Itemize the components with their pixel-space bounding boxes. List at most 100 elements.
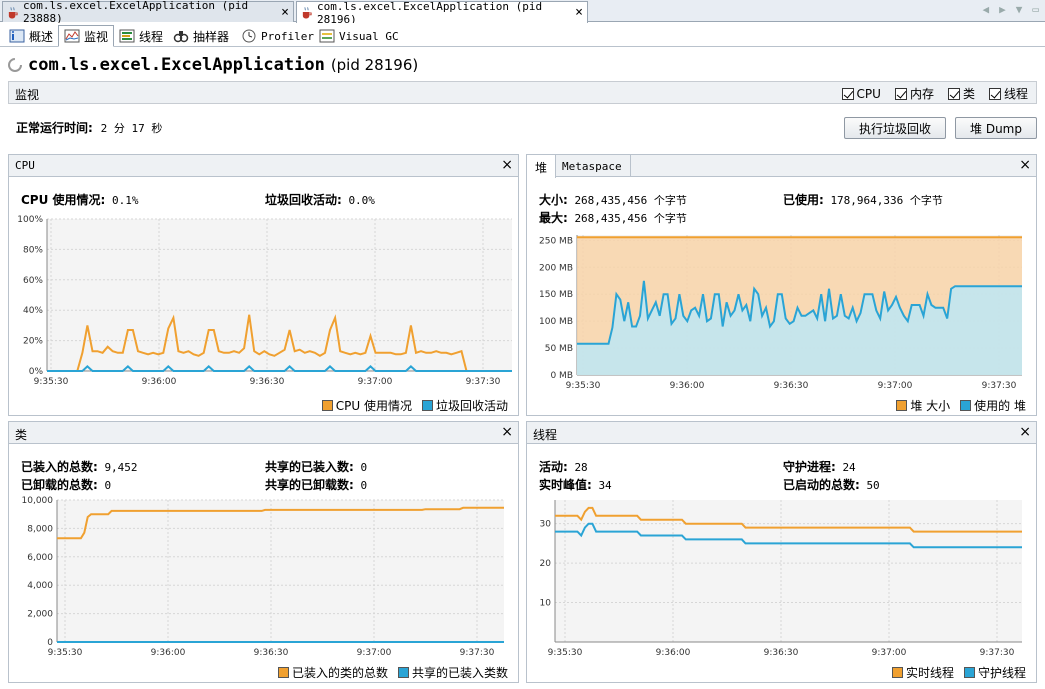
legend-item-daemon-threads: 守护线程 xyxy=(963,664,1026,681)
stat-label: 守护进程: xyxy=(783,460,836,474)
live-threads-stat: 活动: 28 xyxy=(539,458,588,475)
tab-label: 概述 xyxy=(29,29,54,44)
legend-item-shared-loaded: 共享的已装入类数 xyxy=(397,664,508,681)
y-tick-label: 100 MB xyxy=(539,317,573,327)
stat-value: 0 xyxy=(360,461,368,474)
y-tick-label: 0% xyxy=(29,367,44,377)
y-tick-label: 8,000 xyxy=(27,524,53,534)
x-tick-label: 9:36:00 xyxy=(151,648,186,658)
stat-value: 34 xyxy=(598,479,612,492)
chevron-left-icon[interactable]: ◀ xyxy=(982,3,990,16)
maximize-icon[interactable]: ▭ xyxy=(1032,3,1039,16)
legend-label: 实时线程 xyxy=(905,666,954,680)
tab-visual-gc[interactable]: Visual GC xyxy=(314,25,404,47)
y-tick-label: 100% xyxy=(17,215,43,225)
heap-size-stat: 大小: 268,435,456 个字节 xyxy=(539,191,687,208)
x-tick-label: 9:35:30 xyxy=(566,381,601,391)
checkbox-checked-icon[interactable] xyxy=(894,87,907,100)
document-tab-label: com.ls.excel.ExcelApplication (pid 28196… xyxy=(316,0,543,26)
checkbox-checked-icon[interactable] xyxy=(947,87,960,100)
y-tick-label: 2,000 xyxy=(27,610,53,620)
threads-legend: 实时线程 守护线程 xyxy=(891,664,1026,681)
close-icon[interactable]: × xyxy=(1019,157,1031,173)
series-line-cpu-0 xyxy=(47,314,512,372)
close-icon[interactable]: × xyxy=(575,5,583,20)
perform-gc-button[interactable]: 执行垃圾回收 xyxy=(844,117,946,139)
tab-sampler[interactable]: 抽样器 xyxy=(168,25,234,47)
y-tick-label: 150 MB xyxy=(539,290,573,300)
x-tick-label: 9:35:30 xyxy=(34,377,69,387)
monitor-checkboxes: CPU 内存 类 线程 xyxy=(841,85,1028,102)
uptime-label: 正常运行时间: xyxy=(16,121,93,135)
stat-label: 实时峰值: xyxy=(539,478,592,492)
stat-label: 已卸载的总数: xyxy=(21,478,98,492)
chevron-right-icon[interactable]: ▶ xyxy=(999,3,1006,16)
heap-dump-button[interactable]: 堆 Dump xyxy=(955,117,1037,139)
tab-threads[interactable]: 线程 xyxy=(114,25,168,47)
checkbox-label: 线程 xyxy=(1003,87,1028,101)
loaded-classes-stat: 已装入的总数: 9,452 xyxy=(21,458,138,475)
x-tick-label: 9:37:30 xyxy=(460,648,495,658)
memory-checkbox[interactable]: 内存 xyxy=(894,85,934,102)
x-tick-label: 9:37:00 xyxy=(872,648,907,658)
peak-threads-stat: 实时峰值: 34 xyxy=(539,476,612,493)
tab-monitor[interactable]: 监视 xyxy=(58,25,115,47)
y-tick-label: 60% xyxy=(23,276,43,286)
cpu-checkbox[interactable]: CPU xyxy=(841,85,881,102)
cpu-usage-stat: CPU 使用情况: 0.1% xyxy=(21,191,138,208)
x-tick-label: 9:36:30 xyxy=(250,377,285,387)
application-title: com.ls.excel.ExcelApplication (pid 28196… xyxy=(6,55,418,75)
threads-panel-title: 线程 xyxy=(533,428,558,442)
threads-chart: 10 20 30 9:35:30 9:36:00 9:36:30 9:37:00 9:37:3… xyxy=(540,500,1022,658)
stat-value: 0.0% xyxy=(348,194,375,207)
plot-area xyxy=(47,219,512,371)
stat-value: 50 xyxy=(866,479,880,492)
close-icon[interactable]: × xyxy=(501,157,513,173)
checkbox-checked-icon[interactable] xyxy=(988,87,1001,100)
x-tick-label: 9:37:00 xyxy=(357,648,392,658)
x-tick-label: 9:36:30 xyxy=(774,381,809,391)
tab-profiler[interactable]: Profiler xyxy=(236,25,319,47)
document-tab-pid-28196[interactable]: com.ls.excel.ExcelApplication (pid 28196… xyxy=(296,0,588,26)
heap-used-stat: 已使用: 178,964,336 个字节 xyxy=(783,191,943,208)
close-icon[interactable]: × xyxy=(281,4,289,20)
gc-activity-stat: 垃圾回收活动: 0.0% xyxy=(265,191,375,208)
threads-checkbox[interactable]: 线程 xyxy=(988,85,1028,102)
classes-checkbox[interactable]: 类 xyxy=(947,85,975,102)
stat-label: 共享的已卸载数: xyxy=(265,478,354,492)
threads-icon xyxy=(119,29,135,43)
started-threads-stat: 已启动的总数: 50 xyxy=(783,476,880,493)
stat-value: 0 xyxy=(360,479,368,492)
plot-area xyxy=(57,500,504,642)
loading-spinner-icon xyxy=(8,58,22,72)
tab-navigation: ◀ ▶ ▼ ▭ xyxy=(983,3,1040,16)
checkbox-checked-icon[interactable] xyxy=(841,87,854,100)
stat-label: 最大: xyxy=(539,211,568,225)
view-tab-bar: 概述 监视 线程 抽样器 Profiler Visual GC xyxy=(0,23,1045,47)
close-icon[interactable]: × xyxy=(501,424,513,440)
stat-label: 大小: xyxy=(539,193,568,207)
y-tick-label: 250 MB xyxy=(539,236,573,246)
stat-value: 0 xyxy=(104,479,112,492)
x-tick-label: 9:37:00 xyxy=(358,377,393,387)
series-area-used-heap xyxy=(577,280,1022,375)
close-icon[interactable]: × xyxy=(1019,424,1031,440)
stat-value: 268,435,456 个字节 xyxy=(574,212,687,225)
app-name: com.ls.excel.ExcelApplication xyxy=(28,55,325,75)
x-tick-label: 9:36:00 xyxy=(656,648,691,658)
classes-chart: 0 2,000 4,000 6,000 8,000 10,000 9:35:30 9:36:0… xyxy=(22,496,504,658)
series-line-threads-0 xyxy=(555,506,1022,533)
shared-unloaded-stat: 共享的已卸载数: 0 xyxy=(265,476,367,493)
visual-gc-icon xyxy=(319,29,335,43)
y-tick-label: 0 MB xyxy=(550,371,573,381)
x-tick-label: 9:37:30 xyxy=(466,377,501,387)
tab-heap[interactable]: 堆 xyxy=(527,155,557,178)
overview-icon xyxy=(9,29,25,43)
y-tick-label: 20 xyxy=(540,559,552,569)
cpu-legend: CPU 使用情况 垃圾回收活动 xyxy=(321,397,508,414)
classes-panel: 类 × 已装入的总数: 9,452 已卸载的总数: 0 共享的已装入数: 0 共… xyxy=(8,421,519,683)
tab-metaspace[interactable]: Metaspace xyxy=(554,155,631,177)
document-tab-pid-23888[interactable]: com.ls.excel.ExcelApplication (pid 23888… xyxy=(2,0,294,25)
tab-overview[interactable]: 概述 xyxy=(4,25,58,47)
dropdown-icon[interactable]: ▼ xyxy=(1015,3,1023,16)
